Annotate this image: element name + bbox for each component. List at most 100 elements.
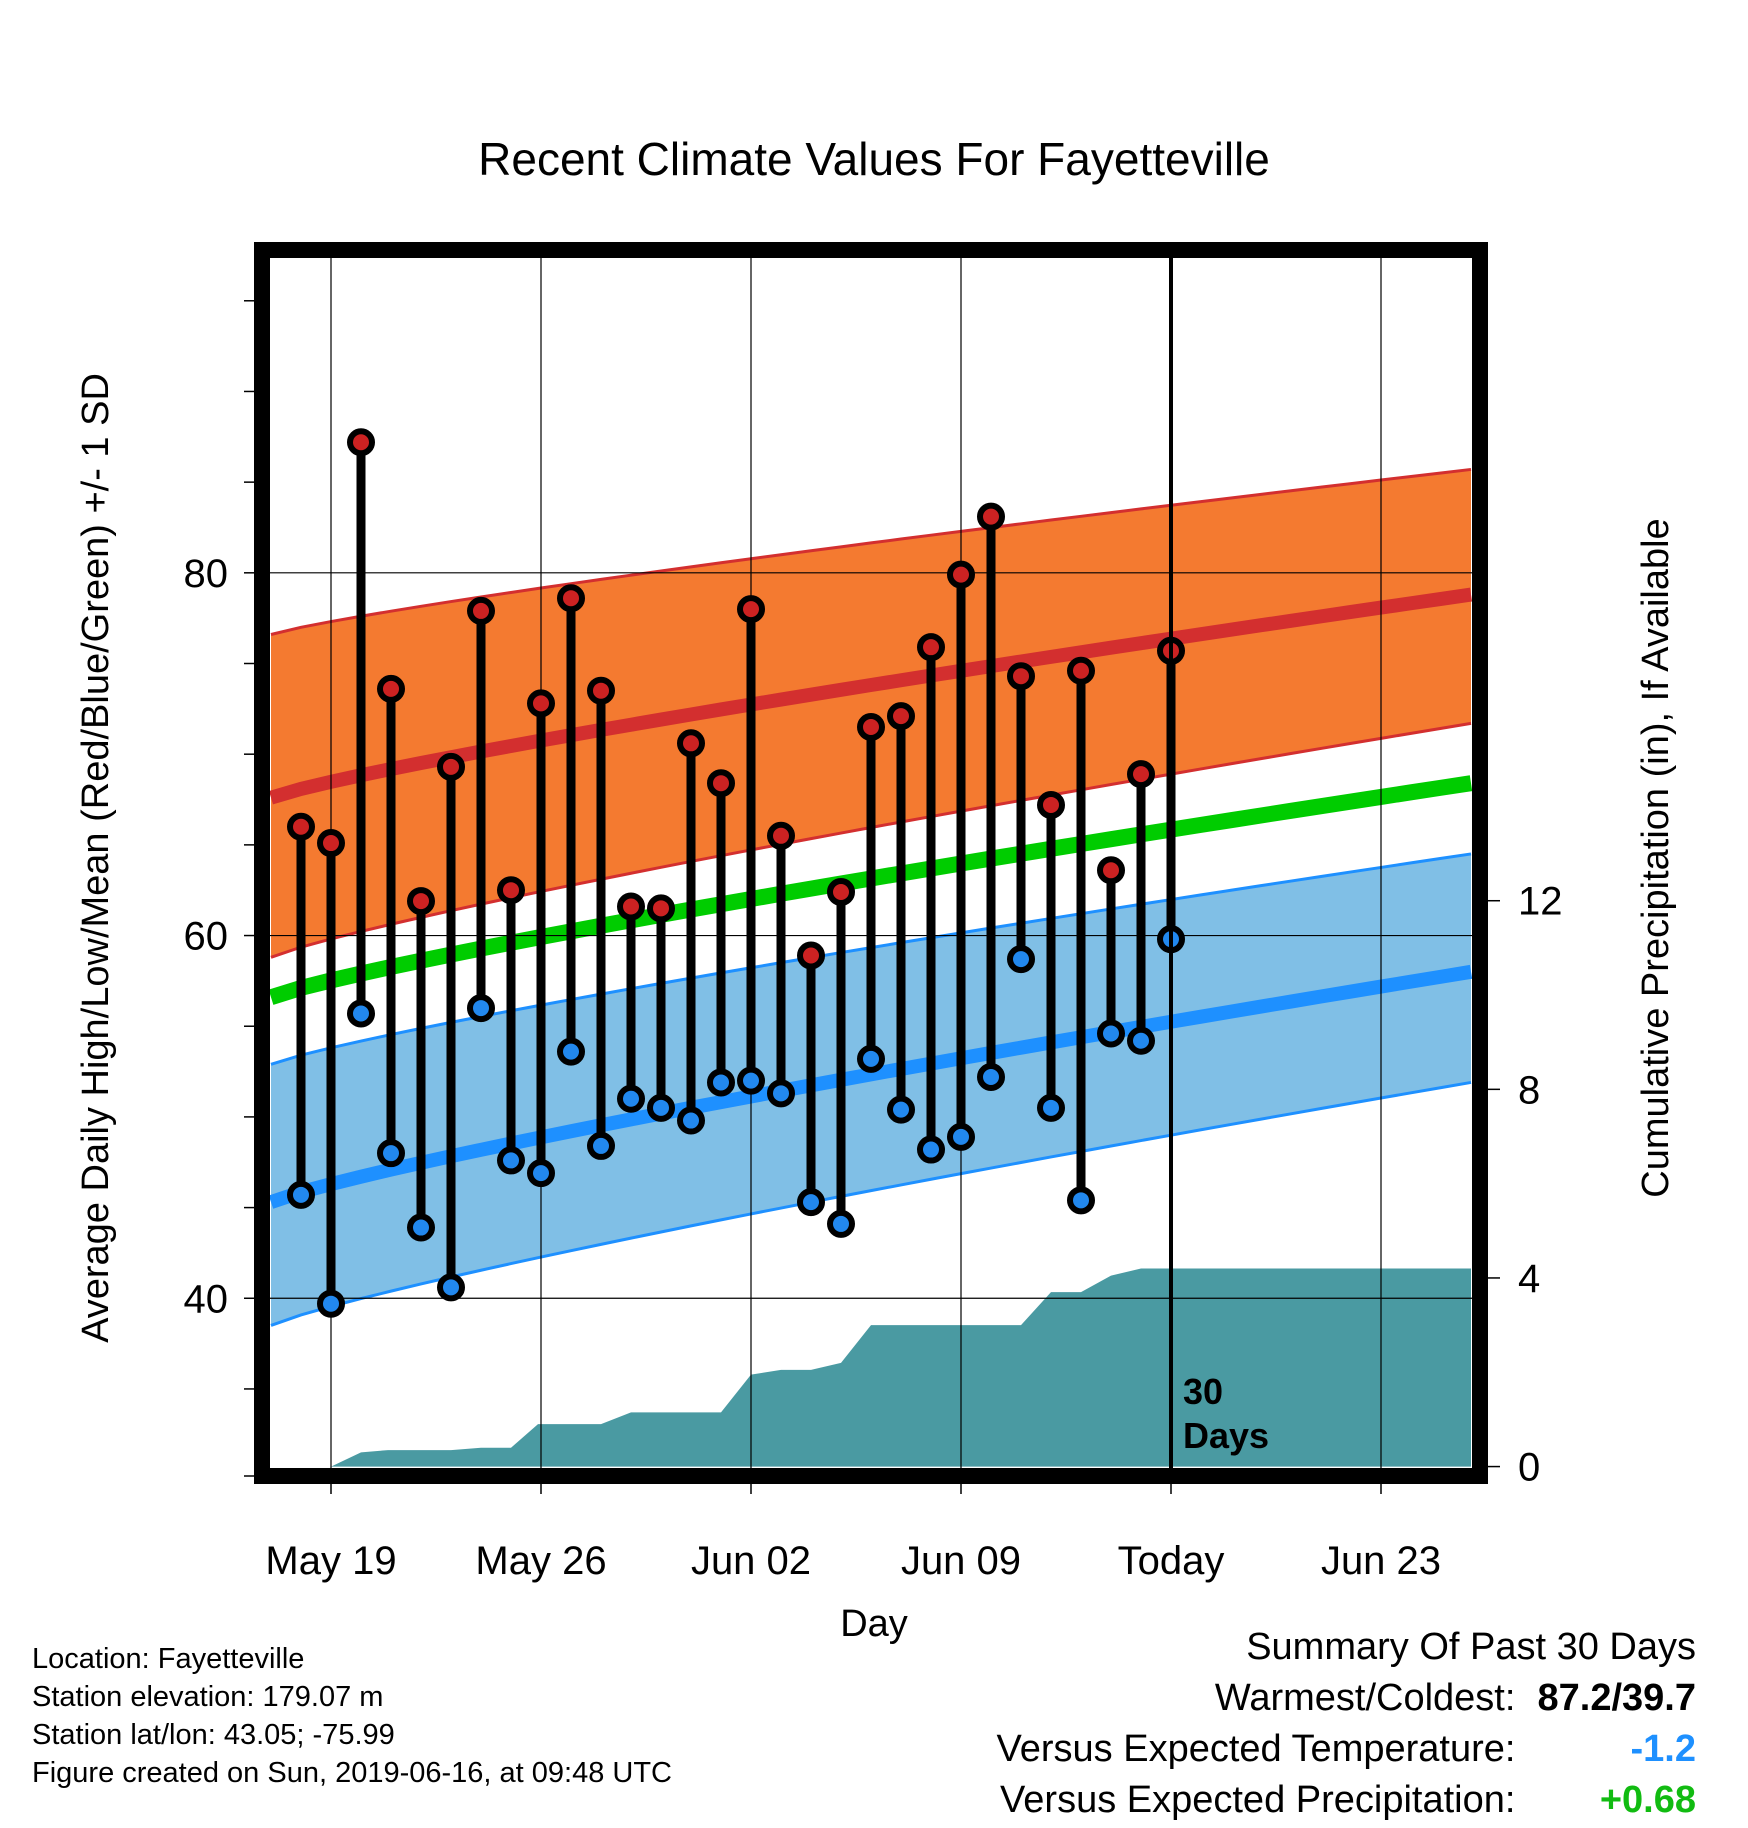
y-right-tick-label: 0 bbox=[1518, 1446, 1540, 1490]
daily-low-point bbox=[497, 1146, 525, 1175]
x-tick-label: May 19 bbox=[265, 1539, 396, 1583]
daily-low-point bbox=[437, 1273, 465, 1302]
daily-low-point bbox=[317, 1289, 345, 1318]
daily-high-point bbox=[1127, 760, 1155, 789]
daily-low-point bbox=[737, 1066, 765, 1095]
warm-cold-value: 87.2/39.7 bbox=[1537, 1677, 1696, 1719]
daily-high-point bbox=[347, 428, 375, 457]
daily-high-point bbox=[1007, 662, 1035, 691]
x-tick-label: Today bbox=[1118, 1539, 1225, 1583]
daily-high-point bbox=[467, 596, 495, 625]
daily-high-point bbox=[497, 876, 525, 905]
daily-high-point bbox=[587, 676, 615, 705]
daily-high-point bbox=[887, 702, 915, 731]
daily-high-point bbox=[617, 892, 645, 921]
daily-low-point bbox=[377, 1139, 405, 1168]
daily-low-point bbox=[587, 1131, 615, 1160]
elevation-text: Station elevation: 179.07 m bbox=[32, 1681, 384, 1713]
daily-low-point bbox=[347, 999, 375, 1028]
daily-high-point bbox=[737, 595, 765, 624]
daily-low-point bbox=[1037, 1093, 1065, 1122]
daily-high-point bbox=[407, 887, 435, 916]
daily-low-point bbox=[557, 1037, 585, 1066]
daily-low-point bbox=[797, 1188, 825, 1217]
station-info: Location: Fayetteville Station elevation… bbox=[32, 1640, 672, 1792]
daily-low-point bbox=[947, 1122, 975, 1151]
daily-high-point bbox=[377, 674, 405, 703]
normal-high-plus-sd-line bbox=[270, 467, 1472, 636]
daily-low-point bbox=[1127, 1026, 1155, 1055]
daily-high-point bbox=[707, 769, 735, 798]
summary-panel: Summary Of Past 30 Days Warmest/Coldest:… bbox=[997, 1622, 1696, 1826]
daily-high-point bbox=[317, 829, 345, 858]
daily-low-point bbox=[647, 1093, 675, 1122]
daily-high-point bbox=[1037, 790, 1065, 819]
normal-low-mean-line bbox=[268, 964, 1473, 1209]
daily-low-point bbox=[1067, 1186, 1095, 1215]
daily-low-point bbox=[887, 1095, 915, 1124]
today-days-label-2: Days bbox=[1183, 1415, 1269, 1456]
x-tick-label: May 26 bbox=[475, 1539, 606, 1583]
y-left-tick-label: 40 bbox=[184, 1277, 229, 1321]
precip-anomaly-row: Versus Expected Precipitation: +0.68 bbox=[997, 1775, 1696, 1826]
plot-frame bbox=[254, 242, 1488, 1484]
daily-low-point bbox=[857, 1044, 885, 1073]
daily-low-point bbox=[1007, 945, 1035, 974]
daily-high-point bbox=[557, 584, 585, 613]
warm-cold-label: Warmest/Coldest: bbox=[1214, 1677, 1516, 1719]
temp-anomaly-value: -1.2 bbox=[1630, 1728, 1696, 1770]
latlon-text: Station lat/lon: 43.05; -75.99 bbox=[32, 1719, 395, 1751]
created-text: Figure created on Sun, 2019-06-16, at 09… bbox=[32, 1757, 672, 1789]
x-axis-label: Day bbox=[840, 1603, 908, 1645]
y-right-tick-label: 4 bbox=[1518, 1257, 1540, 1301]
daily-high-point bbox=[827, 878, 855, 907]
chart-title: Recent Climate Values For Fayetteville bbox=[478, 133, 1270, 185]
y-left-tick-label: 80 bbox=[184, 552, 229, 596]
daily-low-point bbox=[1097, 1019, 1125, 1048]
daily-high-point bbox=[1097, 856, 1125, 885]
summary-heading: Summary Of Past 30 Days bbox=[1246, 1626, 1696, 1668]
today-days-label: 30 bbox=[1183, 1371, 1223, 1412]
precip-anomaly-label: Versus Expected Precipitation: bbox=[1000, 1779, 1516, 1821]
precip-anomaly-value: +0.68 bbox=[1599, 1779, 1696, 1821]
daily-high-point bbox=[287, 812, 315, 841]
daily-high-point bbox=[527, 689, 555, 718]
daily-low-point bbox=[407, 1213, 435, 1242]
x-tick-label: Jun 02 bbox=[691, 1539, 811, 1583]
daily-high-point bbox=[677, 729, 705, 758]
daily-low-point bbox=[767, 1079, 795, 1108]
daily-low-point bbox=[977, 1063, 1005, 1092]
warm-cold-row: Warmest/Coldest: 87.2/39.7 bbox=[997, 1673, 1696, 1724]
y-right-tick-label: 12 bbox=[1518, 880, 1563, 924]
daily-high-point bbox=[647, 894, 675, 923]
x-tick-label: Jun 23 bbox=[1321, 1539, 1441, 1583]
y-axis-right-label: Cumulative Precipitation (in), If Availa… bbox=[1635, 518, 1677, 1197]
x-tick-label: Jun 09 bbox=[901, 1539, 1021, 1583]
daily-high-point bbox=[1067, 656, 1095, 685]
y-right-tick-label: 8 bbox=[1518, 1068, 1540, 1112]
normal-high-mean-line bbox=[269, 587, 1472, 805]
y-left-tick-label: 60 bbox=[184, 915, 229, 959]
daily-low-point bbox=[707, 1068, 735, 1097]
daily-high-point bbox=[857, 712, 885, 741]
daily-high-point bbox=[437, 752, 465, 781]
daily-low-point bbox=[617, 1084, 645, 1113]
daily-low-point bbox=[827, 1209, 855, 1238]
y-axis-left-label: Average Daily High/Low/Mean (Red/Blue/Gr… bbox=[75, 373, 117, 1343]
daily-low-point bbox=[287, 1180, 315, 1209]
daily-low-point bbox=[527, 1159, 555, 1188]
daily-high-point bbox=[797, 941, 825, 970]
daily-high-point bbox=[767, 821, 795, 850]
normal-low-minus-sd-line bbox=[270, 1080, 1472, 1327]
daily-high-point bbox=[917, 633, 945, 662]
location-text: Location: Fayetteville bbox=[32, 1643, 305, 1675]
daily-low-point bbox=[677, 1106, 705, 1135]
temp-anomaly-row: Versus Expected Temperature: -1.2 bbox=[997, 1724, 1696, 1775]
daily-high-point bbox=[947, 560, 975, 589]
daily-low-point bbox=[467, 994, 495, 1023]
daily-low-point bbox=[917, 1135, 945, 1164]
temp-anomaly-label: Versus Expected Temperature: bbox=[996, 1728, 1516, 1770]
daily-high-point bbox=[977, 502, 1005, 531]
